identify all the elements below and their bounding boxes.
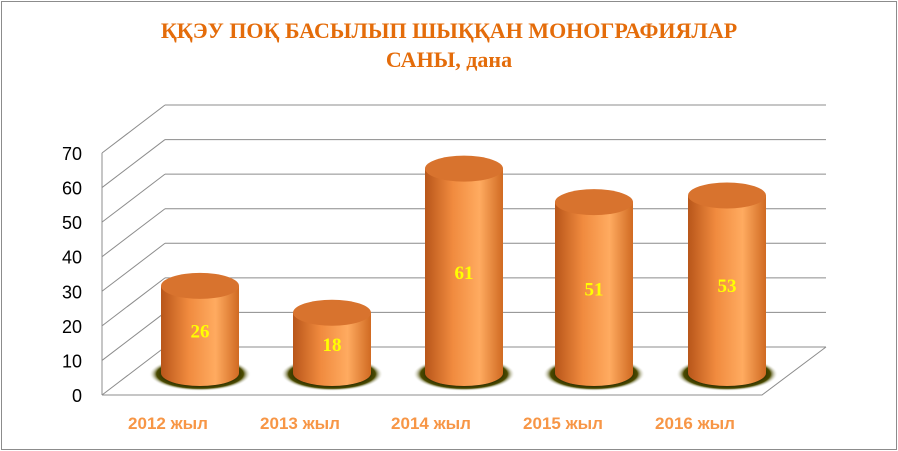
data-label: 18 (323, 335, 342, 356)
y-tick-label: 20 (62, 317, 82, 337)
data-label: 53 (718, 276, 737, 297)
bar-1 (281, 299, 383, 391)
x-tick-label: 2014 жыл (391, 414, 471, 433)
y-tick-label: 10 (62, 351, 82, 371)
bar-top (425, 155, 503, 182)
bar-2 (413, 155, 515, 391)
gridline-side (101, 173, 166, 223)
chart-title: ҚҚЭУ ПОҚ БАСЫЛЫП ШЫҚҚАН МОНОГРАФИЯЛАР СА… (0, 16, 898, 74)
chart-title-line1: ҚҚЭУ ПОҚ БАСЫЛЫП ШЫҚҚАН МОНОГРАФИЯЛАР (160, 18, 738, 43)
y-tick-label: 70 (62, 144, 82, 164)
bar-body (555, 202, 633, 386)
data-label: 26 (191, 321, 210, 342)
bar-body (293, 312, 371, 386)
data-label: 51 (585, 280, 604, 301)
x-tick-label: 2016 жыл (655, 414, 735, 433)
bar-body (161, 285, 239, 386)
bar-4 (676, 182, 778, 391)
y-tick-label: 40 (62, 248, 82, 268)
y-tick-label: 50 (62, 213, 82, 233)
bar-body (425, 168, 503, 386)
x-tick-label: 2013 жыл (260, 414, 340, 433)
gridline-side (101, 139, 166, 188)
x-tick-label: 2012 жыл (128, 414, 208, 433)
y-tick-label: 60 (62, 179, 82, 199)
y-tick-label: 30 (62, 282, 82, 302)
bar-top (293, 299, 371, 326)
y-tick-label: 0 (72, 386, 82, 406)
bar-top (688, 182, 766, 209)
bar-top (161, 272, 239, 299)
bar-top (555, 189, 633, 216)
bar-0 (149, 272, 251, 391)
gridline-side (101, 346, 166, 396)
gridline-side (101, 312, 166, 361)
gridline-side (101, 242, 166, 292)
gridline-side (101, 104, 166, 154)
x-tick-label: 2015 жыл (523, 414, 603, 433)
data-label: 61 (455, 263, 474, 284)
gridline-side (101, 277, 166, 327)
bar-body (688, 195, 766, 386)
gridline-side (101, 208, 166, 258)
chart-title-line2: САНЫ, дана (385, 47, 513, 72)
bar-3 (543, 189, 645, 391)
floor-edge (102, 346, 827, 396)
